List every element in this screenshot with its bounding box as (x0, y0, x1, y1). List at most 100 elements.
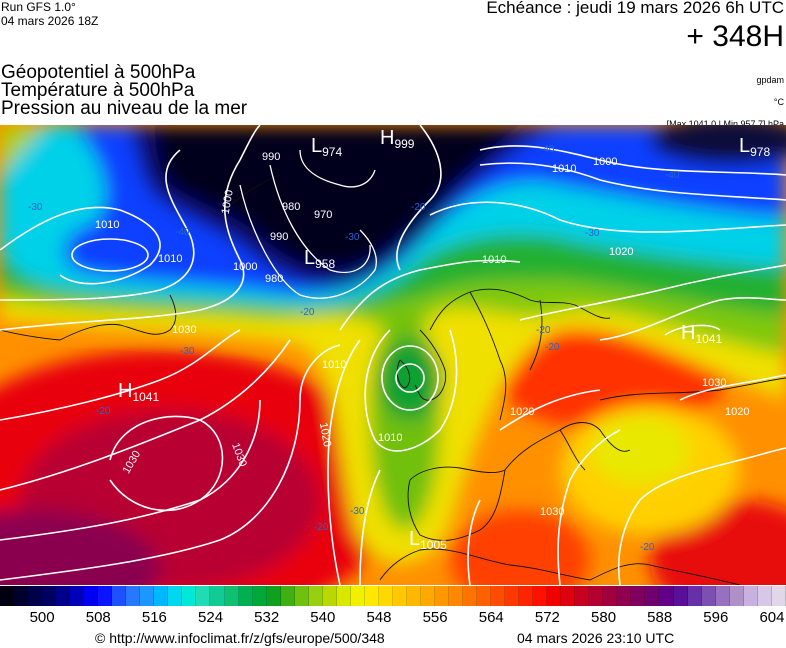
colorbar-tick-label: 548 (366, 609, 392, 626)
weather-map[interactable]: 1010 1010 1000 990 990 980 970 1000 980 … (0, 125, 786, 585)
colorbar-tick-label: 540 (310, 609, 336, 626)
colorbar-cell (98, 586, 113, 606)
colorbar-cell (687, 586, 702, 606)
colorbar-cell (238, 586, 253, 606)
run-date: 04 mars 2026 18Z (1, 14, 99, 28)
colorbar-cell (224, 586, 239, 606)
isobar-label: 1000 (220, 189, 236, 215)
colorbar-cell (505, 586, 520, 606)
coastline-europe (504, 377, 786, 471)
high-pressure-center: H1041 (118, 380, 159, 404)
isobar-label: 1010 (378, 432, 402, 444)
colorbar-cell (659, 586, 674, 606)
colorbar-cell (547, 586, 562, 606)
temperature-label: -30 (350, 506, 365, 517)
isobar-label: 1010 (322, 359, 346, 371)
coastline-africa (379, 548, 741, 585)
colorbar-tick-label: 556 (422, 609, 448, 626)
temperature-label: -30 (585, 228, 600, 239)
colorbar-cell (701, 586, 716, 606)
units-legend: gpdam °C [Max 1041.0 | Min 957.7] hPa (667, 74, 784, 130)
isobar-label: 1010 (552, 163, 576, 175)
colorbar-tick-label: 564 (478, 609, 504, 626)
colorbar-cell (322, 586, 337, 606)
colorbar-cell (308, 586, 323, 606)
colorbar-cell (56, 586, 71, 606)
pressure-centers: L974 H999 L978 L958 H1041 H1041 L1005 (118, 127, 770, 552)
colorbar-cell (645, 586, 660, 606)
colorbar-cell (210, 586, 225, 606)
colorbar-cell (729, 586, 744, 606)
colorbar-cell (70, 586, 85, 606)
colorbar-cell (631, 586, 646, 606)
colorbar-cell (406, 586, 421, 606)
isobar-label: 1000 (233, 261, 257, 273)
source-url[interactable]: © http://www.infoclimat.fr/z/gfs/europe/… (95, 630, 385, 646)
colorbar-tick-label: 524 (198, 609, 224, 626)
coastlines (0, 174, 786, 585)
title-pressure: Pression au niveau de la mer (1, 98, 248, 119)
isobar-label: 1030 (702, 377, 726, 389)
colorbar-cell (463, 586, 478, 606)
generated-date: 04 mars 2026 23:10 UTC (517, 630, 675, 646)
isobar-label: 980 (282, 201, 300, 213)
colorbar-cell (673, 586, 688, 606)
unit-pressure-range: [Max 1041.0 | Min 957.7] hPa (666, 119, 784, 129)
temperature-label: -40 (540, 144, 555, 155)
colorbar-tick-label: 596 (703, 609, 729, 626)
colorbar-tick-label: 604 (759, 609, 785, 626)
low-pressure-center: L974 (311, 135, 342, 159)
forecast-hour: + 348H (686, 20, 784, 53)
map-titles: Géopotentiel à 500hPa Température à 500h… (1, 63, 248, 119)
colorbar-cell (42, 586, 57, 606)
isobar-label: 1010 (95, 219, 119, 231)
coastline-iberia (407, 466, 506, 541)
colorbar-cell (392, 586, 407, 606)
colorbar-tick-label: 580 (591, 609, 617, 626)
isobar-label: 1020 (725, 406, 749, 418)
run-info: Run GFS 1.0° 04 mars 2026 18Z (1, 0, 98, 28)
colorbar-cell (266, 586, 281, 606)
colorbar-cell (280, 586, 295, 606)
colorbar-cell (449, 586, 464, 606)
colorbar-cell (14, 586, 29, 606)
colorbar-cell (533, 586, 548, 606)
colorbar-tick-label: 532 (254, 609, 280, 626)
colorbar-tick-label: 500 (29, 609, 55, 626)
colorbar-cell (364, 586, 379, 606)
colorbar-cell (617, 586, 632, 606)
low-pressure-center: L1005 (409, 528, 447, 552)
low-pressure-center: L958 (304, 247, 335, 271)
colorbar-cell (168, 586, 183, 606)
colorbar-cell (0, 586, 15, 606)
temperature-labels: -30 -40 -30 -30 -20 -20 -40 -40 -20 -30 … (28, 144, 680, 553)
colorbar-cell (28, 586, 43, 606)
isobar-label: 970 (314, 209, 332, 221)
coastline-scandinavia (429, 288, 611, 421)
colorbar-cell (715, 586, 730, 606)
colorbar-cell (112, 586, 127, 606)
colorbar-cell (434, 586, 449, 606)
temperature-label: -20 (96, 406, 111, 417)
colorbar-cell (519, 586, 534, 606)
isobar-label: 990 (270, 231, 288, 243)
colorbar-cell (420, 586, 435, 606)
isobar-label: 1000 (593, 156, 617, 168)
colorbar-tick-label: 572 (534, 609, 560, 626)
colorbar-cell (771, 586, 786, 606)
colorbar-cell (757, 586, 772, 606)
temperature-label: -40 (175, 227, 190, 238)
colorbar-cell (196, 586, 211, 606)
colorbar-cell (182, 586, 197, 606)
low-pressure-center: L978 (739, 135, 770, 159)
colorbar-tick-label: 588 (647, 609, 673, 626)
temperature-label: -40 (665, 170, 680, 181)
temperature-label: -20 (640, 542, 655, 553)
high-pressure-center: H999 (380, 127, 415, 151)
isobars (0, 125, 786, 585)
colorbar-cell (294, 586, 309, 606)
run-model: Run GFS 1.0° (1, 0, 76, 14)
temperature-label: -20 (545, 342, 560, 353)
forecast-valid-time: Echéance : jeudi 19 mars 2026 6h UTC (486, 0, 784, 17)
colorbar-cell (336, 586, 351, 606)
